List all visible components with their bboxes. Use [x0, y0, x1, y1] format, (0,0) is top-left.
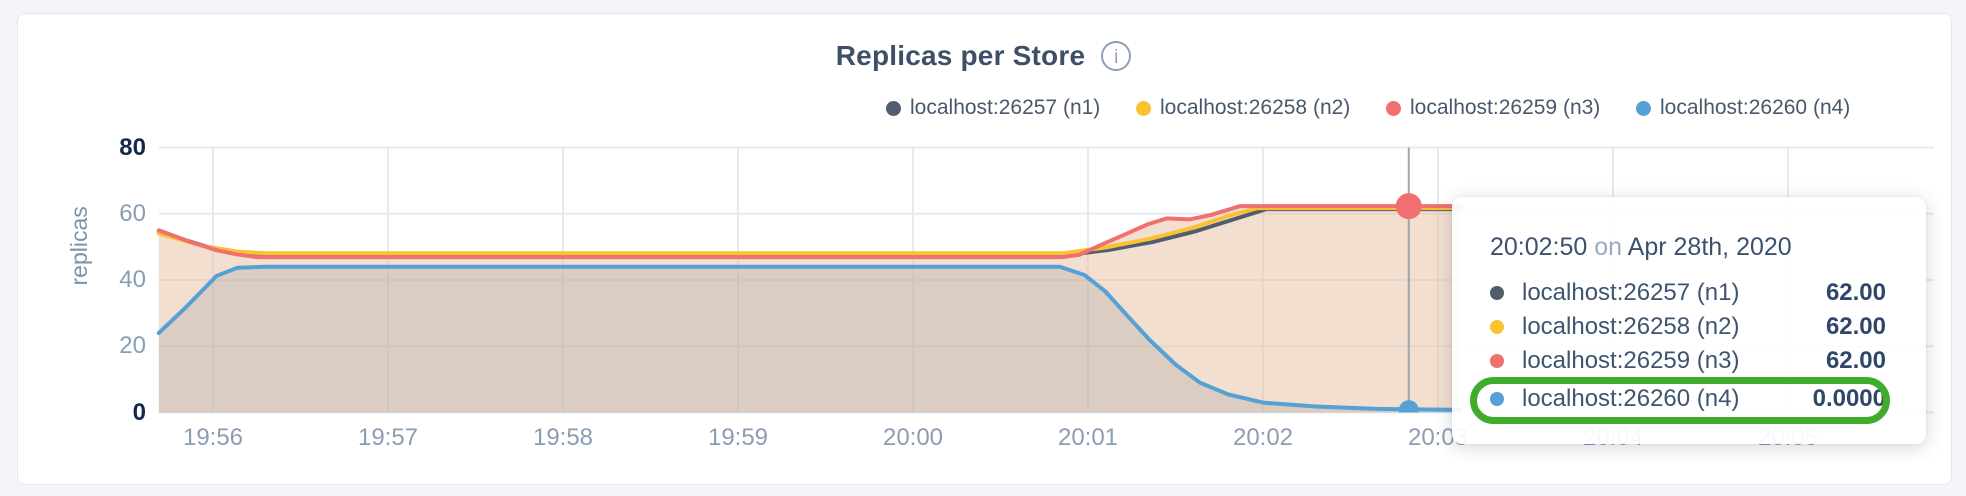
legend-item-label: localhost:26260 (n4): [1660, 96, 1851, 119]
tooltip-series-label: localhost:26257 (n1): [1522, 279, 1740, 306]
tooltip-series-label: localhost:26259 (n3): [1522, 347, 1740, 374]
tooltip-series-label: localhost:26260 (n4): [1522, 385, 1740, 412]
legend-item-n3[interactable]: localhost:26259 (n3): [1386, 96, 1600, 120]
tooltip-series-value: 62.00: [1825, 313, 1886, 340]
tooltip-time: 20:02:50: [1490, 233, 1588, 261]
tooltip-on-word: on: [1594, 233, 1623, 261]
legend-item-label: localhost:26259 (n3): [1410, 96, 1601, 119]
tooltip-series-value: 62.00: [1825, 279, 1886, 306]
legend-item-n4[interactable]: localhost:26260 (n4): [1636, 96, 1850, 120]
tooltip-series-label: localhost:26258 (n2): [1522, 313, 1740, 340]
x-tick-label: 19:59: [707, 424, 769, 451]
legend-dot-icon: [886, 100, 901, 116]
highlight-annotation-ellipse: [1470, 377, 1890, 424]
tooltip-row-n2: localhost:26258 (n2) 62.00: [1490, 310, 1886, 344]
y-tick-label: 60: [119, 199, 146, 227]
chart-title: Replicas per Store: [835, 40, 1086, 71]
x-tick-label: 20:02: [1232, 424, 1294, 451]
x-tick-label: 19:56: [182, 424, 244, 451]
legend: localhost:26257 (n1) localhost:26258 (n2)…: [0, 96, 1966, 122]
legend-item-n2[interactable]: localhost:26258 (n2): [1136, 96, 1350, 120]
chart-header: Replicas per Store i: [17, 36, 1950, 76]
legend-dot-icon: [1386, 100, 1401, 116]
tooltip-date: Apr 28th, 2020: [1627, 233, 1792, 261]
y-tick-label: 40: [119, 266, 146, 293]
x-tick-label: 19:57: [357, 424, 419, 451]
tooltip-series-dot-icon: [1490, 320, 1504, 334]
x-tick-label: 20:00: [882, 424, 944, 451]
legend-item-n1[interactable]: localhost:26257 (n1): [886, 96, 1100, 120]
tooltip-rows: localhost:26257 (n1) 62.00 localhost:26258…: [1490, 276, 1886, 416]
tooltip-timestamp: 20:02:50 on Apr 28th, 2020: [1490, 233, 1886, 262]
tooltip-series-dot-icon: [1490, 354, 1504, 368]
legend-dot-icon: [1636, 100, 1651, 116]
y-tick-label: 20: [119, 332, 146, 360]
legend-item-label: localhost:26257 (n1): [910, 96, 1101, 119]
tooltip-row-n3: localhost:26259 (n3) 62.00: [1490, 344, 1886, 378]
tooltip-row-n1: localhost:26257 (n1) 62.00: [1490, 276, 1886, 310]
legend-item-label: localhost:26258 (n2): [1160, 96, 1351, 119]
info-icon[interactable]: i: [1101, 41, 1132, 71]
x-tick-label: 19:58: [532, 424, 594, 451]
tooltip-series-dot-icon: [1490, 286, 1504, 300]
y-tick-label: 80: [119, 133, 146, 161]
y-tick-label: 0: [132, 398, 146, 426]
legend-dot-icon: [1136, 100, 1151, 116]
hover-tooltip: 20:02:50 on Apr 28th, 2020 localhost:262…: [1452, 197, 1926, 444]
tooltip-series-value: 62.00: [1825, 347, 1886, 374]
y-axis-title: replicas: [66, 206, 93, 286]
x-tick-label: 20:01: [1057, 424, 1119, 451]
tooltip-row-n4: localhost:26260 (n4) 0.0000: [1490, 382, 1886, 416]
